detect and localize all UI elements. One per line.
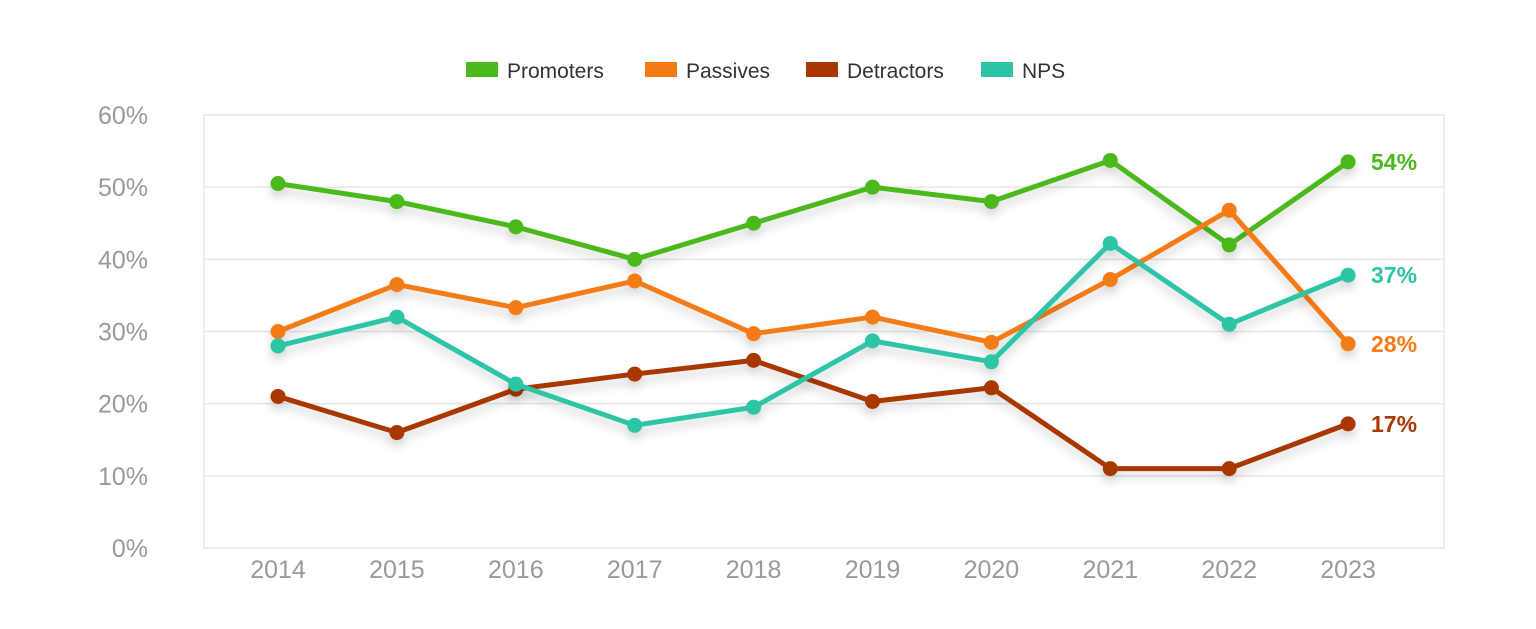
legend-swatch xyxy=(645,62,677,77)
x-tick-label: 2019 xyxy=(845,556,901,584)
data-point xyxy=(865,309,880,325)
grid-lines xyxy=(204,186,1444,477)
end-label-promoters: 54% xyxy=(1371,149,1417,175)
data-point xyxy=(1102,272,1118,288)
data-point xyxy=(1221,237,1237,253)
x-tick-label: 2016 xyxy=(488,556,544,584)
data-point xyxy=(746,399,762,415)
series-passives xyxy=(270,202,1356,352)
data-point xyxy=(389,425,405,441)
data-point xyxy=(983,380,999,396)
data-point xyxy=(865,179,880,195)
data-point xyxy=(508,376,524,392)
x-tick-label: 2023 xyxy=(1320,556,1376,584)
legend-label: Passives xyxy=(686,60,770,83)
end-labels: 54% 28% 17% 37% xyxy=(1371,149,1417,437)
data-point xyxy=(1340,336,1356,352)
data-point xyxy=(1221,461,1237,477)
data-point xyxy=(1340,154,1356,170)
data-point xyxy=(1340,267,1356,283)
y-tick-label: 0% xyxy=(112,535,148,563)
data-point xyxy=(270,338,286,354)
y-tick-label: 50% xyxy=(98,174,148,202)
series-line xyxy=(275,357,1351,472)
legend: Promoters Passives Detractors NPS xyxy=(466,60,1065,83)
series-line xyxy=(275,240,1351,428)
y-axis-ticks: 0% 10% 20% 30% 40% 50% 60% xyxy=(98,102,148,563)
y-tick-label: 40% xyxy=(98,246,148,274)
legend-label: Promoters xyxy=(507,60,604,83)
data-point xyxy=(389,309,405,325)
data-point xyxy=(508,300,524,316)
series-line xyxy=(275,207,1351,347)
x-tick-label: 2022 xyxy=(1201,556,1257,584)
data-point xyxy=(270,324,286,339)
series-nps xyxy=(270,235,1356,433)
data-point xyxy=(1102,152,1118,168)
y-tick-label: 20% xyxy=(98,391,148,419)
data-point xyxy=(627,417,643,433)
data-point xyxy=(1102,235,1118,251)
data-point xyxy=(746,326,762,342)
series-promoters xyxy=(270,152,1356,267)
data-point xyxy=(627,251,643,267)
x-tick-label: 2015 xyxy=(369,556,425,584)
data-point xyxy=(1221,316,1237,332)
end-label-passives: 28% xyxy=(1371,331,1417,357)
series-layer xyxy=(270,152,1356,477)
x-tick-label: 2017 xyxy=(607,556,663,584)
data-point xyxy=(389,277,405,293)
data-point xyxy=(983,334,999,350)
end-label-nps: 37% xyxy=(1371,262,1417,288)
legend-swatch xyxy=(806,62,838,77)
data-point xyxy=(1340,416,1356,432)
data-point xyxy=(1221,202,1237,218)
data-point xyxy=(983,354,999,370)
data-point xyxy=(270,388,286,404)
x-tick-label: 2018 xyxy=(726,556,782,584)
data-point xyxy=(627,366,643,382)
data-point xyxy=(1102,461,1118,477)
data-point xyxy=(508,219,524,235)
data-point xyxy=(746,215,762,231)
data-point xyxy=(389,194,405,210)
series-line xyxy=(275,157,1351,262)
legend-swatch xyxy=(981,62,1013,77)
data-point xyxy=(746,352,762,368)
x-tick-label: 2021 xyxy=(1082,556,1138,584)
end-label-detractors: 17% xyxy=(1371,411,1417,437)
data-point xyxy=(627,273,643,289)
x-tick-label: 2020 xyxy=(964,556,1020,584)
data-point xyxy=(270,176,286,192)
x-tick-label: 2014 xyxy=(250,556,306,584)
data-point xyxy=(865,394,880,410)
data-point xyxy=(865,333,880,349)
y-tick-label: 10% xyxy=(98,463,148,491)
legend-label: Detractors xyxy=(847,60,944,83)
data-point xyxy=(983,194,999,210)
legend-label: NPS xyxy=(1022,60,1065,83)
y-tick-label: 60% xyxy=(98,102,148,130)
legend-swatch xyxy=(466,62,498,77)
y-tick-label: 30% xyxy=(98,319,148,347)
x-axis-ticks: 2014 2015 2016 2017 2018 2019 2020 2021 2022 2023 xyxy=(250,556,1376,584)
